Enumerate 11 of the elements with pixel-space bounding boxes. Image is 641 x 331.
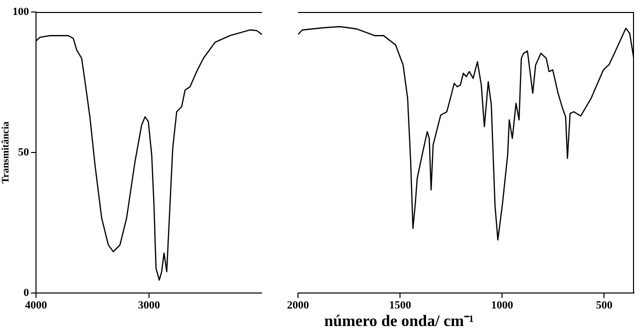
x-tick-label: 500 bbox=[596, 299, 613, 312]
x-axis-title: número de onda/ cm⁻¹ bbox=[324, 313, 474, 330]
y-tick-label: 0 bbox=[24, 286, 30, 299]
x-tick-label: 2000 bbox=[287, 299, 310, 312]
x-tick-label: 3000 bbox=[138, 299, 160, 312]
y-axis-title: Transmitância bbox=[0, 121, 12, 184]
x-tick-label: 4000 bbox=[25, 299, 48, 312]
y-tick-label: 100 bbox=[12, 6, 30, 18]
x-tick-label: 1000 bbox=[491, 299, 514, 312]
x-tick-label: 1500 bbox=[389, 299, 412, 312]
y-tick-label: 50 bbox=[18, 146, 30, 158]
